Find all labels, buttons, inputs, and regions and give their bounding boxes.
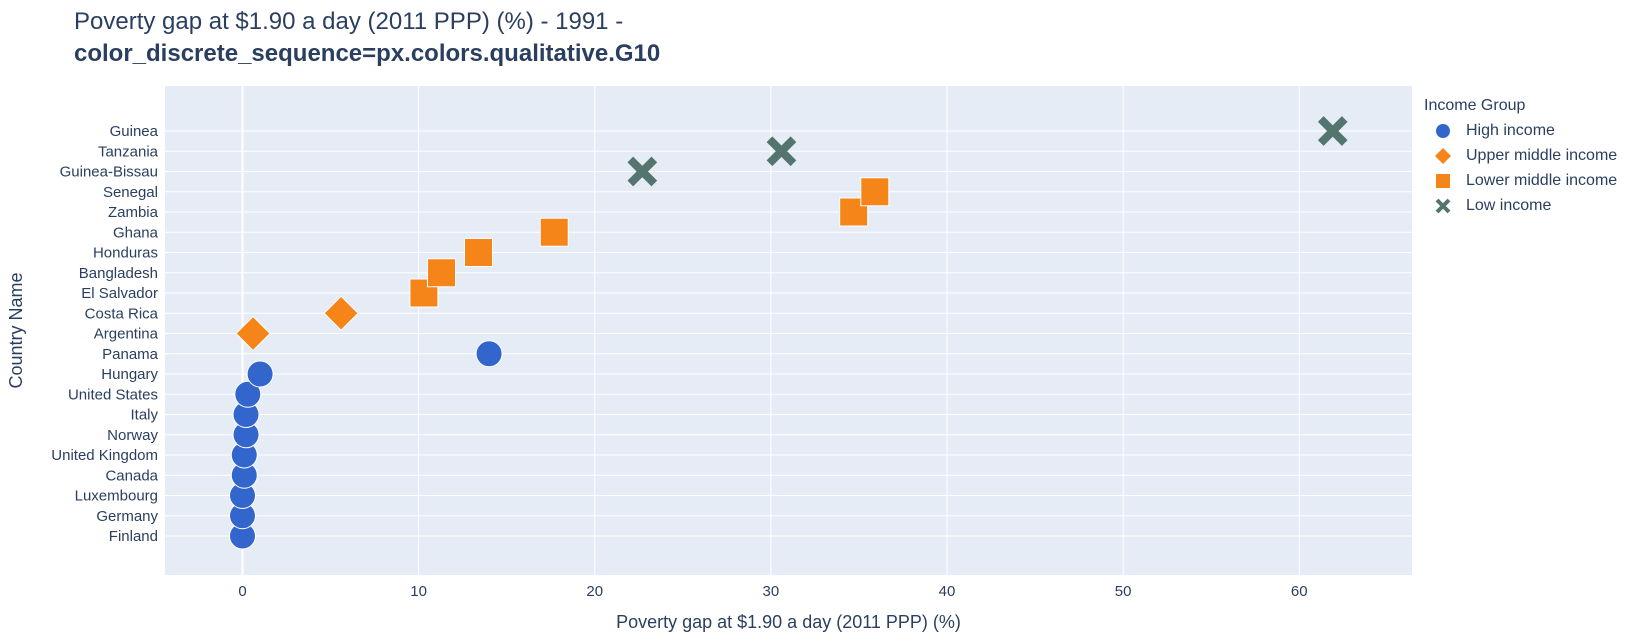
circle-marker-icon [1436,123,1450,138]
y-tick-label: Tanzania [98,143,159,160]
square-marker-icon [1436,173,1450,188]
y-tick-label: Norway [107,427,158,444]
data-point-guinea [1317,116,1348,146]
y-tick-label: Guinea [110,123,159,140]
y-tick-label: United Kingdom [51,447,158,464]
x-tick-label: 20 [586,583,603,600]
chart-title: Poverty gap at $1.90 a day (2011 PPP) (%… [74,6,660,70]
y-tick-label: Bangladesh [79,265,158,282]
diamond-marker-icon [1435,147,1451,164]
y-tick-label: Italy [130,407,158,424]
chart-title-line1: Poverty gap at $1.90 a day (2011 PPP) (%… [74,8,624,35]
y-tick-label: Finland [109,528,158,545]
x-tick-label: 60 [1291,583,1308,600]
y-tick-label: Germany [96,508,158,525]
legend-label: Upper middle income [1466,146,1618,164]
x-tick-label: 0 [238,583,246,600]
y-tick-label: Argentina [94,326,159,343]
x-axis-label: Poverty gap at $1.90 a day (2011 PPP) (%… [616,612,961,632]
data-point-argentina [235,315,271,352]
legend-item-lower-middle-income[interactable]: Lower middle income [1424,168,1617,193]
legend-label: Lower middle income [1466,171,1618,189]
x-marker-icon [1435,198,1451,213]
y-tick-label: El Salvador [81,285,158,302]
data-point-costa-rica [323,295,359,331]
y-axis-label: Country Name [6,272,26,388]
data-point-tanzania [766,136,797,167]
y-tick-label: Hungary [101,366,158,383]
data-point-honduras [464,238,494,267]
legend-item-low-income[interactable]: Low income [1424,193,1617,218]
data-point-united-states [234,380,262,408]
data-point-senegal [860,177,890,207]
legend: Income Group High income Upper middle in… [1424,94,1617,218]
x-tick-label: 40 [939,583,956,600]
y-tick-label: Costa Rica [85,305,159,322]
x-tick-label: 50 [1115,583,1132,600]
y-tick-label: United States [68,386,158,403]
y-tick-label: Senegal [103,184,158,201]
y-tick-label: Ghana [113,224,159,241]
data-point-panama [475,340,503,368]
chart-title-line2: color_discrete_sequence=px.colors.qualit… [74,40,661,67]
data-point-hungary [246,360,274,388]
x-tick-label: 10 [410,583,427,600]
x-tick-label: 30 [763,583,780,600]
y-tick-label: Guinea-Bissau [60,164,158,181]
legend-title: Income Group [1424,97,1526,114]
data-point-bangladesh [427,258,457,288]
y-tick-label: Zambia [108,204,159,221]
plot-area [165,86,1412,575]
y-tick-label: Honduras [93,245,158,262]
data-point-ghana [539,217,569,247]
legend-item-high-income[interactable]: High income [1424,118,1617,143]
legend-label: Low income [1466,196,1552,214]
data-point-guinea-bissau [627,156,658,187]
y-tick-label: Canada [105,467,158,484]
y-tick-label: Panama [102,346,159,363]
legend-item-upper-middle-income[interactable]: Upper middle income [1424,143,1617,168]
y-tick-label: Luxembourg [75,488,158,505]
legend-label: High income [1466,121,1555,139]
